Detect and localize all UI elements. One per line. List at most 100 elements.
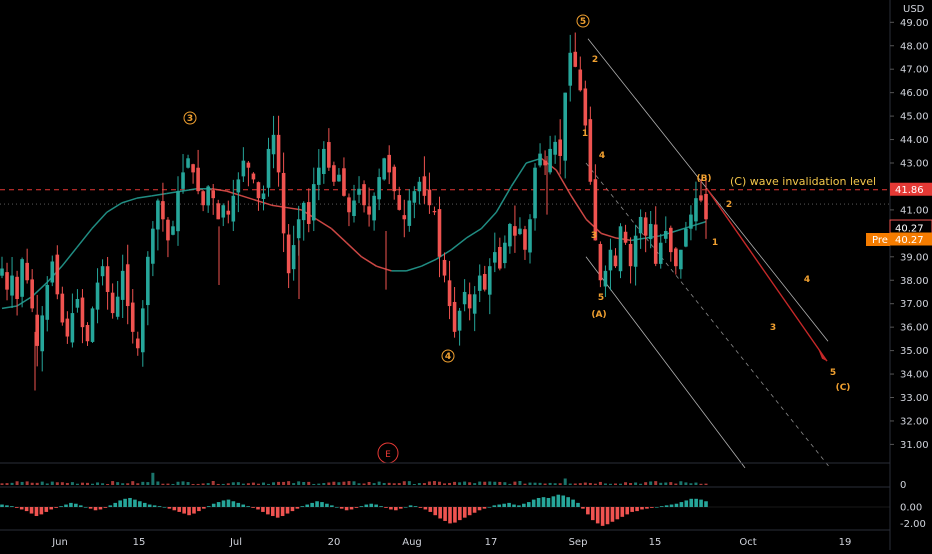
- moving-average-segment: [106, 202, 123, 213]
- oscillator-bar: [369, 503, 374, 507]
- volume-bar: [131, 481, 135, 485]
- oscillator-bar: [590, 507, 595, 521]
- candle-body: [578, 69, 583, 91]
- oscillator-bar: [34, 507, 39, 517]
- candle-body: [487, 266, 492, 295]
- candle-body: [643, 217, 648, 236]
- oscillator-bar: [630, 507, 634, 512]
- moving-average-segment: [406, 265, 422, 272]
- y-tick-label: 45.00: [900, 112, 929, 123]
- oscillator-bar: [216, 502, 221, 507]
- oscillator-bar: [103, 507, 108, 508]
- volume-bar: [116, 482, 120, 485]
- volume-bar: [443, 483, 447, 485]
- candle-body: [523, 229, 527, 250]
- moving-average-segment: [510, 162, 527, 187]
- oscillator-bar: [531, 499, 536, 507]
- volume-bar: [548, 482, 552, 485]
- oscillator-bar: [344, 507, 349, 511]
- moving-average-segment: [76, 228, 93, 248]
- candle-body: [447, 280, 452, 307]
- volume-bar: [468, 482, 472, 485]
- candle-body: [337, 174, 341, 182]
- candle-body: [25, 262, 29, 281]
- candle-body: [211, 190, 215, 199]
- candle-body: [332, 165, 336, 182]
- candle-body: [518, 228, 522, 235]
- volume-bar: [91, 483, 95, 485]
- oscillator-bar: [595, 507, 600, 524]
- volume-bar: [231, 482, 235, 485]
- volume-bar: [60, 482, 64, 485]
- oscillator-bar: [482, 507, 487, 509]
- candle-body: [377, 177, 381, 200]
- volume-pane: 0: [0, 472, 906, 491]
- y-tick-label: 46.00: [900, 88, 929, 99]
- candle-body: [563, 92, 567, 161]
- oscillator-pane: 0.00 -2.00: [0, 494, 926, 530]
- y-tick-label: 44.00: [900, 135, 929, 146]
- moving-average-segment: [16, 296, 33, 307]
- candle-body: [281, 172, 286, 234]
- oscillator-bar: [325, 503, 329, 507]
- candle-body: [618, 226, 623, 272]
- oscillator-bar: [19, 507, 24, 510]
- candle-body: [151, 228, 155, 264]
- candle-body: [191, 164, 195, 173]
- candle-body: [588, 119, 593, 182]
- candle-body: [301, 202, 306, 221]
- volume-bar: [382, 482, 386, 485]
- candle-body: [45, 284, 50, 320]
- candle-body: [663, 231, 668, 239]
- volume-bar: [598, 481, 602, 485]
- candle-body: [669, 227, 673, 253]
- volume-bar: [437, 481, 441, 485]
- moving-average-segment: [151, 192, 167, 197]
- volume-bar: [508, 483, 512, 485]
- oscillator-bar: [177, 507, 182, 512]
- oscillator-bar: [526, 502, 531, 507]
- candle-body: [146, 256, 150, 306]
- oscillator-bar: [615, 507, 620, 520]
- oscillator-bar: [433, 507, 438, 516]
- oscillator-bar: [261, 507, 265, 512]
- oscillator-bar: [24, 507, 29, 512]
- candle-body: [372, 195, 376, 221]
- candle-body: [156, 200, 160, 230]
- oscillator-bar: [285, 507, 290, 514]
- oscillator-bar: [157, 506, 162, 507]
- oscillator-bar: [689, 498, 694, 507]
- oscillator-bar: [246, 506, 250, 507]
- candle-body: [638, 216, 643, 234]
- candle-body: [593, 179, 598, 241]
- oscillator-bar: [576, 502, 580, 507]
- oscillator-bar: [704, 501, 708, 507]
- volume-bar: [488, 481, 492, 485]
- y-tick-label: 33.00: [900, 393, 929, 404]
- oscillator-bar: [83, 507, 88, 508]
- candle-body: [221, 205, 226, 218]
- oscillator-bar: [600, 507, 605, 526]
- candle-body: [251, 173, 256, 180]
- oscillator-bar: [172, 507, 177, 511]
- wave-label: (C): [836, 383, 851, 393]
- volume-bar: [292, 483, 296, 485]
- volume-bar: [624, 482, 628, 485]
- candle-body: [648, 223, 653, 240]
- candle-body: [55, 254, 60, 295]
- candle-body: [528, 219, 532, 253]
- candle-body: [186, 158, 190, 168]
- candle-body: [85, 324, 90, 342]
- y-tick-label: 37.00: [900, 299, 929, 310]
- oscillator-bar: [305, 504, 310, 507]
- moving-average-segment: [61, 246, 78, 267]
- oscillator-bar: [5, 505, 9, 507]
- x-tick-label: Oct: [739, 537, 756, 548]
- volume-bar: [392, 483, 396, 485]
- wave-label: 1: [582, 129, 588, 139]
- oscillator-bar: [14, 507, 19, 508]
- volume-bar: [85, 482, 89, 485]
- wave-label: 5: [598, 293, 604, 303]
